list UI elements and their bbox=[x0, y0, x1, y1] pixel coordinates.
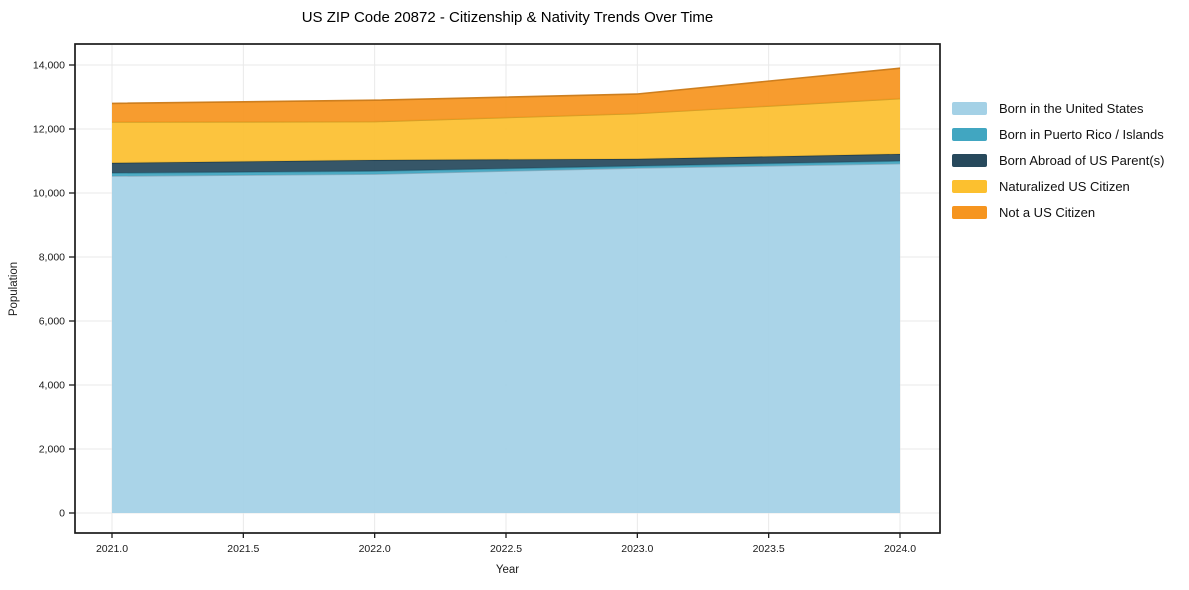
legend-label-born-in-the-united-states: Born in the United States bbox=[999, 101, 1144, 116]
x-tick-label: 2024.0 bbox=[884, 543, 916, 555]
legend-label-born-in-puerto-rico-islands: Born in Puerto Rico / Islands bbox=[999, 127, 1164, 142]
y-tick-label: 10,000 bbox=[33, 188, 65, 200]
area-naturalized-us-citizen bbox=[112, 98, 900, 163]
legend-swatch-naturalized-us-citizen bbox=[952, 180, 987, 193]
legend: Born in the United States Born in Puerto … bbox=[952, 102, 1164, 219]
x-tick-label: 2021.0 bbox=[96, 543, 128, 555]
x-tick-label: 2021.5 bbox=[227, 543, 259, 555]
legend-swatch-not-a-us-citizen bbox=[952, 206, 987, 219]
x-tick-label: 2022.0 bbox=[359, 543, 391, 555]
x-tick-label: 2023.5 bbox=[753, 543, 785, 555]
y-tick-label: 0 bbox=[59, 508, 65, 520]
x-tick-label: 2023.0 bbox=[621, 543, 653, 555]
area-not-a-us-citizen bbox=[112, 68, 900, 122]
x-axis-label: Year bbox=[495, 564, 520, 576]
area-edge-not-a-us-citizen bbox=[111, 67, 901, 105]
legend-swatch-born-abroad-of-us-parent-s bbox=[952, 154, 987, 167]
legend-item-born-in-the-united-states: Born in the United States bbox=[952, 102, 1164, 115]
y-tick-label: 14,000 bbox=[33, 60, 65, 72]
y-tick-label: 6,000 bbox=[39, 316, 65, 328]
legend-item-naturalized-us-citizen: Naturalized US Citizen bbox=[952, 180, 1164, 193]
legend-swatch-born-in-the-united-states bbox=[952, 102, 987, 115]
area-edge-naturalized-us-citizen bbox=[111, 97, 901, 123]
legend-swatch-born-in-puerto-rico-islands bbox=[952, 128, 987, 141]
y-tick-label: 12,000 bbox=[33, 124, 65, 136]
legend-label-naturalized-us-citizen: Naturalized US Citizen bbox=[999, 179, 1130, 194]
legend-item-born-abroad-of-us-parent-s: Born Abroad of US Parent(s) bbox=[952, 154, 1164, 167]
legend-label-not-a-us-citizen: Not a US Citizen bbox=[999, 205, 1096, 220]
area-born-in-the-united-states bbox=[112, 163, 900, 513]
y-tick-label: 2,000 bbox=[39, 444, 65, 456]
chart-title: US ZIP Code 20872 - Citizenship & Nativi… bbox=[301, 9, 714, 26]
plot-border bbox=[74, 43, 941, 534]
y-axis-label: Population bbox=[8, 261, 20, 317]
x-tick-label: 2022.5 bbox=[490, 543, 522, 555]
y-tick-label: 8,000 bbox=[39, 252, 65, 264]
y-tick-label: 4,000 bbox=[39, 380, 65, 392]
legend-item-born-in-puerto-rico-islands: Born in Puerto Rico / Islands bbox=[952, 128, 1164, 141]
legend-item-not-a-us-citizen: Not a US Citizen bbox=[952, 206, 1164, 219]
area-born-abroad-of-us-parent-s bbox=[112, 154, 900, 173]
legend-label-born-abroad-of-us-parent-s: Born Abroad of US Parent(s) bbox=[999, 153, 1165, 168]
